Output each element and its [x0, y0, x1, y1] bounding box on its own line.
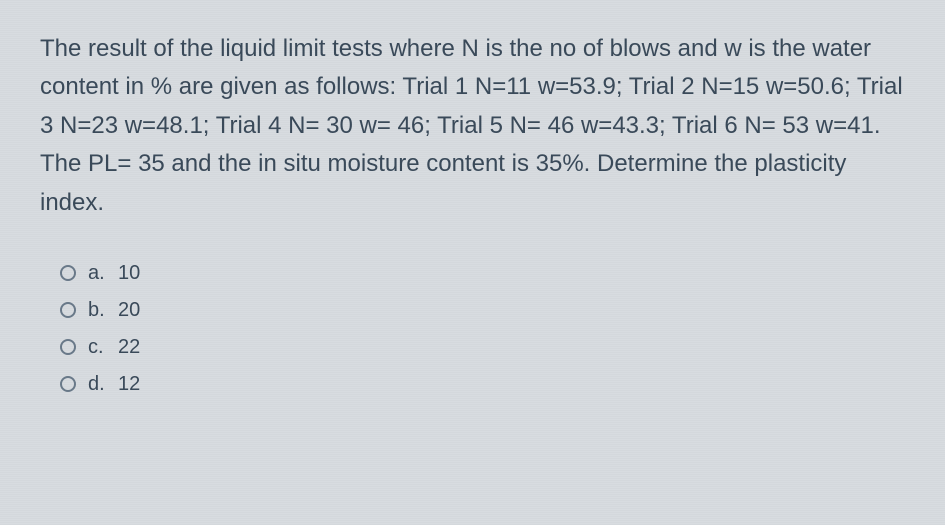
- option-value: 22: [118, 336, 140, 359]
- answer-option-a[interactable]: a. 10: [60, 262, 905, 285]
- radio-icon[interactable]: [60, 265, 76, 281]
- option-value: 12: [118, 373, 140, 396]
- answer-options-group: a. 10 b. 20 c. 22 d. 12: [40, 262, 905, 396]
- answer-option-b[interactable]: b. 20: [60, 299, 905, 322]
- answer-option-c[interactable]: c. 22: [60, 336, 905, 359]
- question-text: The result of the liquid limit tests whe…: [40, 30, 905, 222]
- option-value: 20: [118, 299, 140, 322]
- radio-icon[interactable]: [60, 339, 76, 355]
- option-letter: d.: [88, 373, 112, 396]
- option-letter: c.: [88, 336, 112, 359]
- option-value: 10: [118, 262, 140, 285]
- radio-icon[interactable]: [60, 302, 76, 318]
- option-letter: a.: [88, 262, 112, 285]
- answer-option-d[interactable]: d. 12: [60, 373, 905, 396]
- radio-icon[interactable]: [60, 376, 76, 392]
- option-letter: b.: [88, 299, 112, 322]
